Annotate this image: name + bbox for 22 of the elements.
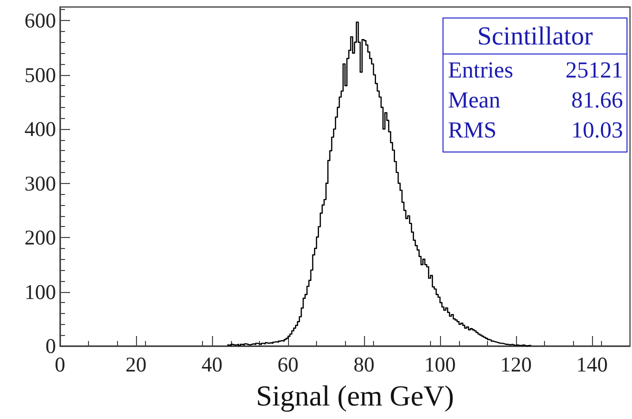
y-tick-label: 600 bbox=[24, 8, 56, 33]
y-tick-label: 0 bbox=[46, 334, 56, 358]
y-tick-label: 300 bbox=[24, 171, 56, 196]
x-tick-label: 80 bbox=[354, 352, 374, 376]
annotation: 10.03 bbox=[571, 118, 623, 142]
y-tick-label: 400 bbox=[24, 117, 56, 142]
x-axis-title: Signal (em GeV) bbox=[256, 380, 454, 412]
x-tick-label: 120 bbox=[500, 352, 532, 376]
x-tick-label: 60 bbox=[278, 352, 298, 376]
x-tick-label: 100 bbox=[424, 352, 456, 376]
x-tick-label: 140 bbox=[576, 352, 608, 376]
annotation: Entries bbox=[448, 58, 514, 82]
text: Scintillator bbox=[477, 22, 594, 50]
y-tick-label: 500 bbox=[24, 62, 56, 87]
y-tick-label: 200 bbox=[24, 226, 56, 250]
annotation: 81.66 bbox=[571, 88, 623, 112]
x-tick-label: 40 bbox=[202, 352, 222, 376]
annotation: RMS bbox=[448, 118, 497, 142]
annotation: Mean bbox=[448, 88, 501, 112]
x-tick-label: 20 bbox=[126, 352, 146, 376]
y-tick-label: 100 bbox=[24, 280, 56, 304]
annotation: 25121 bbox=[566, 58, 623, 82]
